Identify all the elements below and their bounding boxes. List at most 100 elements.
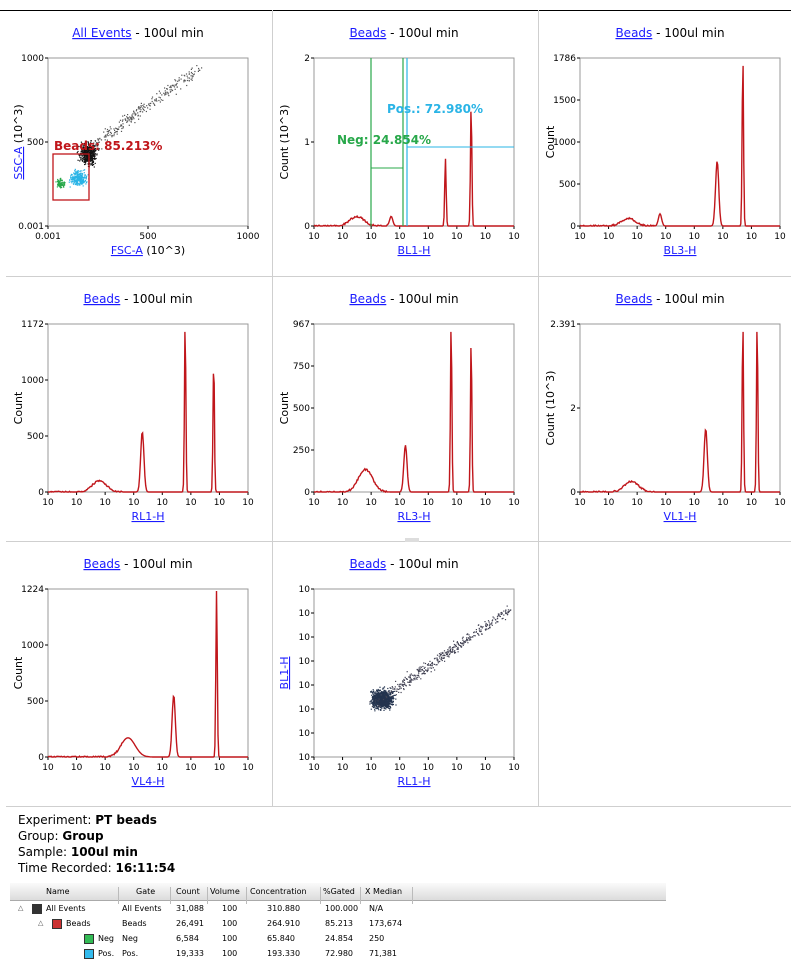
scatter-point [83, 148, 85, 150]
scatter-point [375, 701, 377, 703]
plot-vl1-histogram[interactable]: Beads - 100ul min 0 2 2.391 10 10 10 10 10 10 10 10… [538, 276, 791, 542]
scatter-point [132, 116, 135, 118]
scatter-point [488, 628, 490, 630]
chart-title: Beads - 100ul min [615, 292, 724, 306]
grid-divider [6, 276, 791, 277]
y-tick-label: 1000 [21, 376, 44, 386]
scatter-point [436, 659, 438, 661]
scatter-point [371, 694, 373, 696]
col-header-gate[interactable]: Gate [136, 887, 156, 896]
scatter-point [382, 704, 384, 706]
scatter-point [81, 152, 84, 154]
y-tick-label: 1000 [553, 138, 576, 148]
stats-row[interactable]: Neg Neg 6,584 100 65.840 24.854 250 [10, 931, 666, 946]
plot-rl1-bl1-scatter[interactable]: Beads - 100ul min 10 10 10 10 10 10 10 10 10 10 10 1… [272, 541, 537, 807]
expand-toggle-icon[interactable]: △ [18, 904, 24, 912]
plot-rl1-histogram[interactable]: Beads - 100ul min 0 500 1000 1172 10 10 10 10 10 1… [6, 276, 271, 542]
scatter-point [143, 106, 145, 108]
gate-link[interactable]: Beads [615, 292, 652, 306]
x-param-link[interactable]: VL4-H [132, 775, 165, 788]
y-param-link[interactable]: SSC-A [12, 146, 25, 179]
scatter-point [191, 79, 193, 81]
scatter-point [442, 655, 444, 657]
plot-bl1-histogram[interactable]: Beads - 100ul min 0 1 2 10 10 10 10 10 10 10 10 BL1-… [272, 10, 537, 276]
col-header-concentration[interactable]: Concentration [250, 887, 307, 896]
gate-link[interactable]: Beads [615, 26, 652, 40]
expand-toggle-icon[interactable]: △ [38, 919, 44, 927]
y-axis-title: Count [12, 656, 25, 689]
scatter-point [467, 637, 469, 639]
scatter-point [391, 701, 393, 703]
scatter-point [175, 83, 177, 86]
scatter-point [489, 626, 491, 628]
col-header-volume[interactable]: Volume [210, 887, 240, 896]
plot-rl3-histogram[interactable]: Beads - 100ul min 0 250 500 750 967 10 10 10 10 10… [272, 276, 537, 542]
x-param-link[interactable]: BL3-H [664, 244, 697, 257]
scatter-point [371, 701, 374, 703]
scatter-point [80, 141, 82, 143]
splitter-handle[interactable] [405, 538, 419, 542]
scatter-point [59, 178, 62, 180]
x-param-link[interactable]: VL1-H [664, 510, 697, 523]
median-cell: 71,381 [369, 949, 397, 958]
stats-row[interactable]: △ Beads Beads 26,491 100 264.910 85.213 173,674 [10, 916, 666, 931]
scatter-point [94, 150, 96, 152]
plot-bl3-histogram[interactable]: Beads - 100ul min 0 500 1000 1500 1786 10 10 10 1… [538, 10, 791, 276]
scatter-point [165, 92, 167, 94]
scatter-point [489, 623, 491, 625]
scatter-point [374, 691, 377, 693]
y-param-link[interactable]: BL1-H [278, 657, 291, 690]
x-tick-label: 10 [660, 232, 672, 242]
scatter-point [421, 673, 423, 675]
scatter-point [510, 609, 512, 611]
scatter-point [154, 104, 156, 106]
col-header-count[interactable]: Count [176, 887, 200, 896]
gate-link[interactable]: Beads [83, 557, 120, 571]
scatter-point [154, 99, 156, 101]
scatter-point [81, 174, 83, 176]
scatter-point [498, 614, 500, 616]
scatter-point [81, 175, 83, 177]
chart-svg: Beads - 100ul min 0 1 2 10 10 10 10 10 10 10 10 BL1-… [278, 26, 520, 257]
gate-link[interactable]: Beads [349, 292, 386, 306]
scatter-point [389, 706, 391, 708]
x-param-link[interactable]: BL1-H [398, 244, 431, 257]
scatter-point [382, 705, 384, 708]
scatter-point [83, 157, 85, 159]
gate-link[interactable]: Beads [349, 26, 386, 40]
x-param-link[interactable]: RL1-H [397, 775, 430, 788]
gate-link[interactable]: Beads [349, 557, 386, 571]
stats-row[interactable]: Pos. Pos. 19,333 100 193.330 72.980 71,381 [10, 946, 666, 961]
median-cell: N/A [369, 904, 384, 913]
col-header-name[interactable]: Name [46, 887, 70, 896]
scatter-point [85, 150, 88, 152]
gate-link[interactable]: Beads [83, 292, 120, 306]
stats-row[interactable]: △ All Events All Events 31,088 100 310.880 100… [10, 901, 666, 916]
scatter-point [383, 704, 385, 706]
gate-link[interactable]: All Events [72, 26, 131, 40]
scatter-point [84, 156, 86, 158]
scatter-point [466, 640, 468, 642]
col-header-gated[interactable]: %Gated [323, 887, 355, 896]
scatter-point [409, 679, 411, 681]
scatter-point [79, 184, 81, 186]
scatter-point [169, 89, 171, 91]
scatter-point [396, 690, 398, 692]
scatter-point [111, 135, 113, 137]
y-tick-label: 10 [299, 585, 311, 595]
scatter-point [81, 173, 83, 175]
x-param-link[interactable]: RL3-H [397, 510, 430, 523]
scatter-point [74, 170, 76, 172]
scatter-point [82, 151, 84, 153]
scatter-point [201, 67, 203, 69]
plot-fsc-ssc[interactable]: All Events - 100ul min 0.001 500 1000 0.001 5… [6, 10, 271, 276]
scatter-point [91, 152, 93, 154]
plot-vl4-histogram[interactable]: Beads - 100ul min 0 500 1000 1224 10 10 10 10 10 1… [6, 541, 271, 807]
scatter-point [404, 676, 406, 678]
scatter-point [449, 648, 451, 651]
scatter-point [140, 106, 142, 108]
x-param-link[interactable]: RL1-H [131, 510, 164, 523]
x-tick-label: 10 [689, 232, 701, 242]
col-header-x-median[interactable]: X Median [365, 887, 403, 896]
x-param-link[interactable]: FSC-A [111, 244, 144, 257]
